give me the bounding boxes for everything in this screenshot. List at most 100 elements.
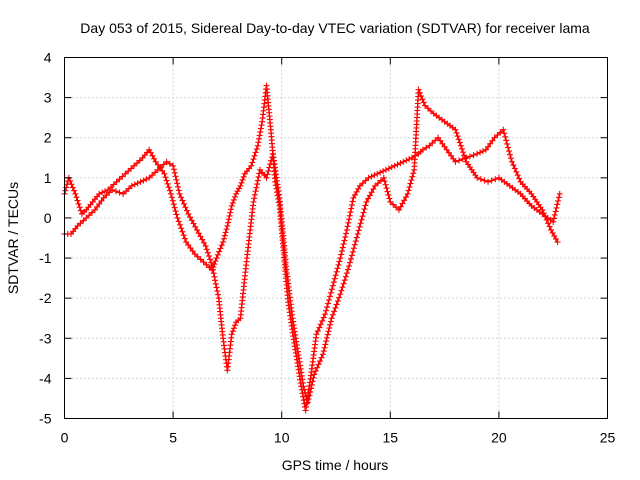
data-point [402,194,409,201]
data-point [340,280,347,287]
data-point [400,158,407,165]
data-point [491,134,498,141]
data-point [347,209,354,216]
data-point [394,161,401,168]
data-point [363,198,370,205]
data-point [171,204,178,211]
data-point [320,348,327,355]
data-point [514,172,521,179]
data-point [161,170,168,177]
data-point [222,229,229,236]
data-point [89,209,96,216]
data-point [320,314,327,321]
data-point [502,133,509,140]
data-point [341,277,348,284]
data-point [172,208,179,215]
data-point [427,107,434,114]
data-point [385,192,392,199]
data-point [258,122,265,129]
data-point [305,395,312,402]
data-point [173,211,180,218]
data-point [251,195,258,202]
data-point [183,239,190,246]
data-point [304,399,311,406]
data-point [257,125,264,132]
data-point [100,194,107,201]
data-point [346,216,353,223]
data-point [227,209,234,216]
data-point [195,230,202,237]
data-point [386,195,393,202]
data-point [254,177,261,184]
data-point [374,170,381,177]
data-point [74,197,81,204]
data-point [353,234,360,241]
data-point [181,235,188,242]
data-point [322,341,329,348]
data-point [323,307,330,314]
data-point [324,331,331,338]
y-tick-label: 1 [44,170,52,186]
data-point [377,169,384,176]
data-point [166,187,173,194]
data-point [306,392,313,399]
data-point [113,178,120,185]
data-point [492,176,499,183]
data-point [328,286,335,293]
data-point [382,166,389,173]
data-point [481,177,488,184]
data-point [163,158,170,165]
data-point [234,188,241,195]
series-line-trace-2 [64,89,561,403]
data-point [349,198,356,205]
data-point [424,105,431,112]
data-point [455,136,462,143]
data-point [169,197,176,204]
data-point [151,155,158,162]
data-point [352,191,359,198]
x-tick-label: 15 [383,430,399,446]
data-point [380,168,387,175]
data-point [407,180,414,187]
data-point [102,188,109,195]
data-point [406,156,413,163]
data-point [179,228,186,235]
data-point [194,253,201,260]
data-point [419,146,426,153]
data-point [191,251,198,258]
data-point [387,198,394,205]
data-point [110,181,117,188]
data-point [69,184,76,191]
data-point [385,165,392,172]
data-point [162,174,169,181]
data-point [187,245,194,252]
data-point [354,230,361,237]
data-point [252,188,259,195]
data-point [314,327,321,334]
data-point [422,102,429,109]
data-point [224,222,231,229]
data-point [395,206,402,213]
data-point [200,239,207,246]
data-point [212,280,219,287]
data-point [405,187,412,194]
data-point [338,251,345,258]
data-point [330,279,337,286]
data-point [540,210,547,217]
data-point [485,178,492,185]
data-point [308,381,315,388]
data-point [226,212,233,219]
data-point [404,190,411,197]
data-point [255,173,262,180]
data-point [160,161,167,168]
data-point [342,233,349,240]
data-point [154,166,161,173]
data-point [474,150,481,157]
data-point [384,188,391,195]
data-point [344,266,351,273]
data-point [336,258,343,265]
data-point [314,364,321,371]
data-point [137,178,144,185]
data-point [358,216,365,223]
